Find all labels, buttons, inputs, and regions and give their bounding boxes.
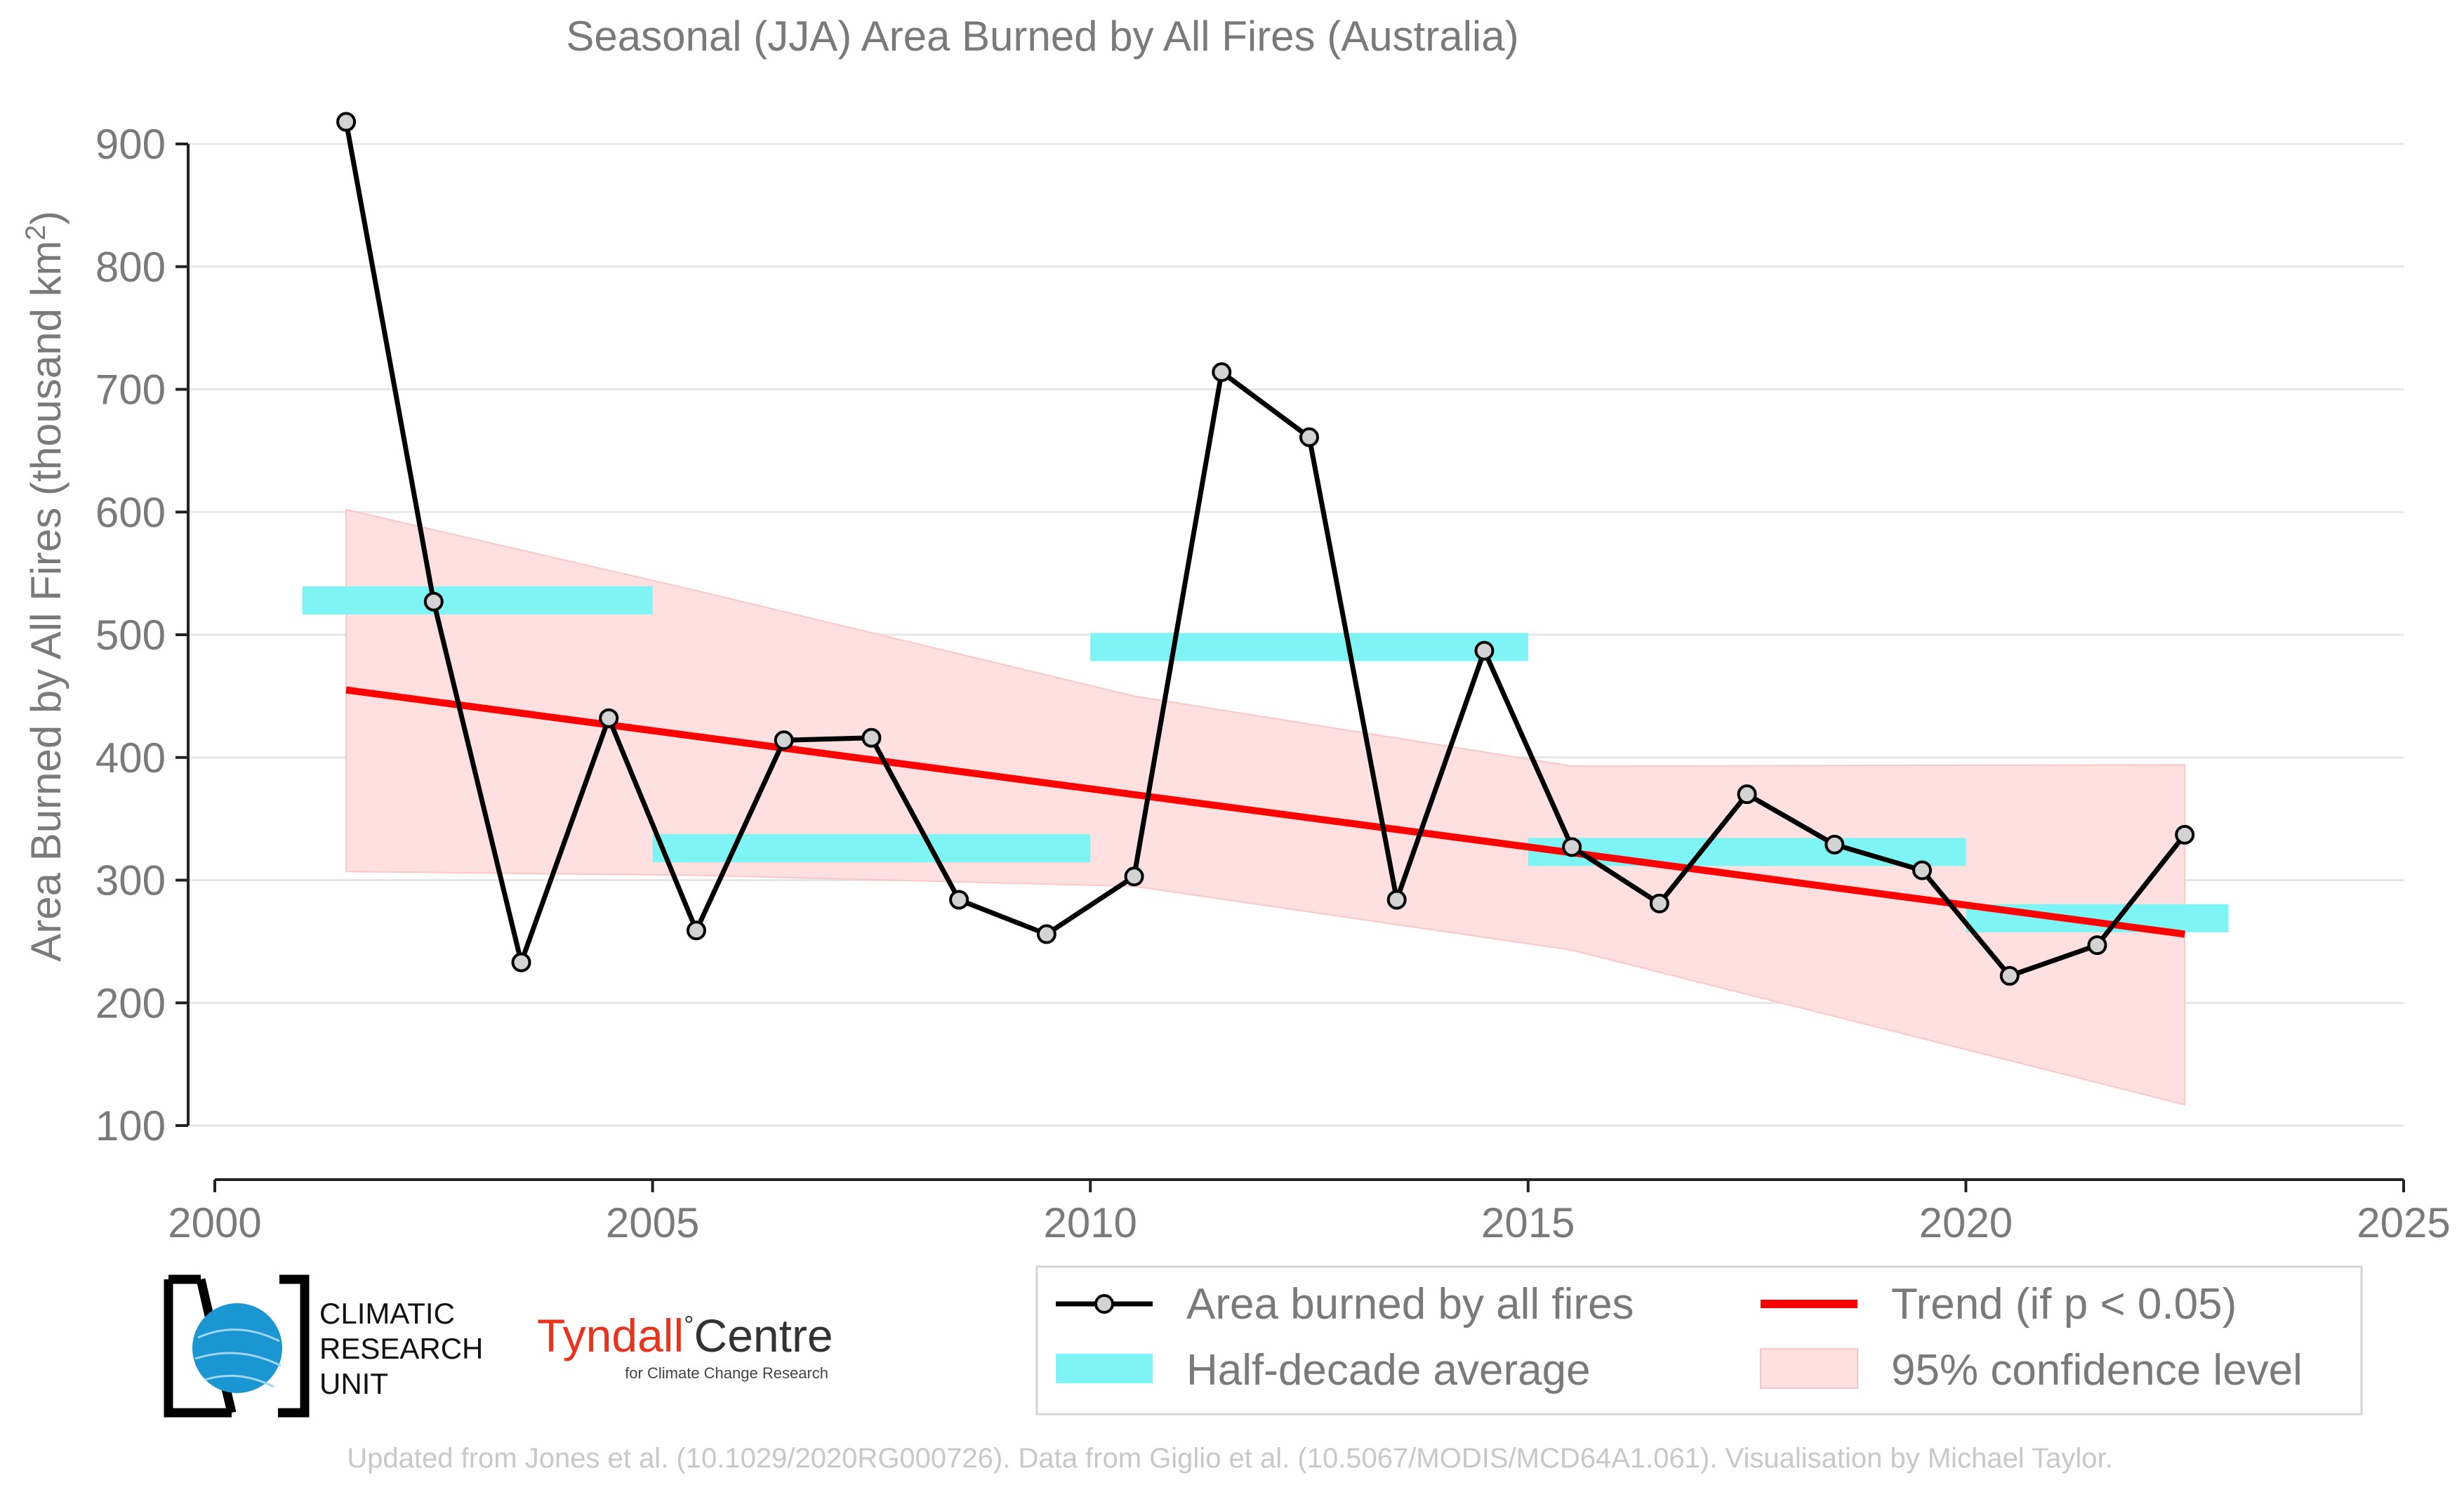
half-decade-bar [652,834,1091,863]
confidence-band [345,508,2186,1106]
legend-marker-swatch [1094,1294,1114,1314]
chart-title: Seasonal (JJA) Area Burned by All Fires … [566,13,1518,60]
y-tick-label: 900 [95,121,166,168]
tyndall-subtitle: for Climate Change Research [625,1364,828,1382]
data-point [861,727,882,748]
cru-logo: CLIMATIC RESEARCH UNIT [164,1274,483,1418]
data-point [774,730,794,751]
data-point [1212,362,1232,383]
y-tick-label: 600 [95,489,166,536]
half-decade-bar [302,586,653,615]
data-point [1386,890,1407,910]
data-point [1824,834,1845,855]
x-tick-label: 2000 [168,1199,261,1246]
cru-line-3: UNIT [319,1367,388,1400]
globe-icon [192,1303,282,1393]
data-point [1999,965,2020,986]
cru-line-2: RESEARCH [319,1332,483,1365]
legend-area-label: Area burned by all fires [1186,1280,1634,1328]
axes-group: 100 200 300 400 500 600 700 800 900 2000 2005 2010 2… [95,121,2451,1246]
y-axis-label: Area Burned by All Fires (thousand km2) [20,211,69,961]
series-group [336,112,2195,986]
y-tick-label: 400 [95,734,166,782]
half-decade-bar [1090,633,1528,661]
legend-box [1035,1265,2363,1416]
legend: Area burned by all fires Trend (if p < 0… [1035,1265,2363,1416]
x-tick-label: 2020 [1919,1199,2013,1246]
series-line [343,121,2187,979]
data-point [686,921,706,941]
y-tick-label: 500 [95,612,166,659]
footer-credit: Updated from Jones et al. (10.1029/2020R… [347,1443,2112,1474]
data-point [511,952,531,972]
trend-group [345,686,2185,938]
data-point [1474,640,1495,661]
legend-half-decade-swatch [1056,1354,1153,1383]
tyndall-wordmark: Tyndall°Centre [537,1310,833,1361]
y-tick-label: 300 [95,857,166,904]
data-point [2087,935,2107,956]
cru-line-1: CLIMATIC [319,1297,455,1330]
data-point [949,890,969,910]
trend-line [345,686,2185,938]
data-point [1124,866,1144,887]
data-point [1737,784,1757,805]
legend-confidence-swatch [1760,1348,1858,1389]
data-point [1562,837,1582,857]
legend-half-decade-label: Half-decade average [1186,1346,1591,1394]
legend-confidence-label: 95% confidence level [1891,1346,2303,1394]
data-point [1036,924,1057,944]
data-point [1299,427,1319,447]
y-tick-label: 200 [95,980,166,1027]
data-point [423,591,444,612]
x-tick-label: 2010 [1043,1199,1137,1246]
x-tick-label: 2015 [1481,1199,1575,1246]
y-tick-label: 700 [95,367,166,414]
legend-trend-label: Trend (if p < 0.05) [1891,1280,2237,1328]
y-tick-label: 800 [95,244,166,291]
x-tick-label: 2025 [2357,1199,2450,1246]
data-point [2175,824,2195,845]
tyndall-logo: Tyndall°Centre for Climate Change Resear… [537,1310,833,1382]
confidence-band-group [345,508,2186,1106]
data-point [1912,860,1933,881]
y-tick-label: 100 [95,1102,166,1149]
data-point [1649,893,1669,914]
x-tick-label: 2005 [606,1199,699,1246]
data-point [336,112,357,132]
data-point [599,708,619,728]
